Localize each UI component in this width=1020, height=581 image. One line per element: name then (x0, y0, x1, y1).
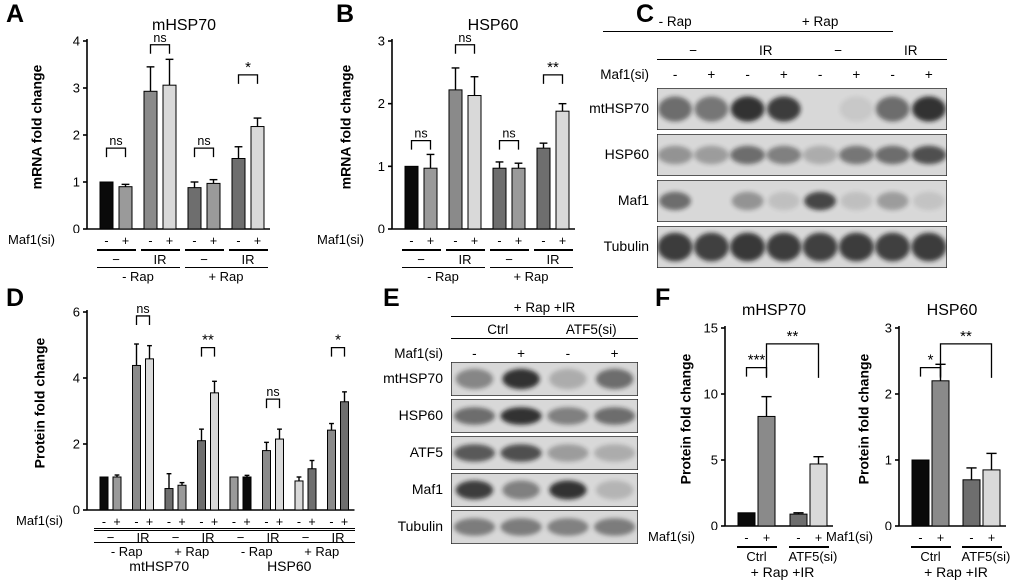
svg-text:**: ** (787, 328, 799, 345)
svg-text:4: 4 (73, 371, 80, 386)
svg-text:ns: ns (458, 33, 471, 45)
svg-text:0: 0 (73, 222, 80, 234)
svg-text:3: 3 (885, 321, 892, 336)
svg-text:ns: ns (414, 127, 427, 141)
svg-text:1: 1 (885, 453, 892, 468)
svg-text:4: 4 (73, 34, 80, 49)
svg-text:ns: ns (109, 134, 122, 148)
svg-text:0: 0 (73, 503, 80, 515)
svg-text:ns: ns (266, 385, 279, 399)
svg-text:10: 10 (704, 387, 718, 402)
svg-text:***: *** (748, 352, 766, 369)
svg-text:ns: ns (502, 127, 515, 141)
svg-text:0: 0 (711, 519, 718, 531)
svg-text:0: 0 (885, 519, 892, 531)
svg-text:*: * (245, 59, 251, 76)
svg-text:3: 3 (73, 81, 80, 96)
svg-text:3: 3 (378, 34, 385, 49)
svg-text:**: ** (202, 332, 214, 349)
svg-text:**: ** (547, 59, 559, 76)
svg-text:ns: ns (136, 304, 149, 316)
svg-text:2: 2 (73, 128, 80, 143)
svg-text:2: 2 (73, 437, 80, 452)
svg-text:2: 2 (378, 96, 385, 111)
svg-text:ns: ns (197, 134, 210, 148)
svg-text:0: 0 (378, 222, 385, 234)
svg-text:**: ** (960, 328, 972, 345)
svg-text:1: 1 (73, 175, 80, 190)
svg-text:ns: ns (153, 33, 166, 45)
svg-text:5: 5 (711, 453, 718, 468)
svg-text:6: 6 (73, 305, 80, 320)
svg-text:*: * (335, 332, 341, 349)
svg-text:*: * (928, 352, 934, 369)
svg-text:2: 2 (885, 387, 892, 402)
svg-text:1: 1 (378, 159, 385, 174)
svg-text:15: 15 (704, 321, 718, 336)
